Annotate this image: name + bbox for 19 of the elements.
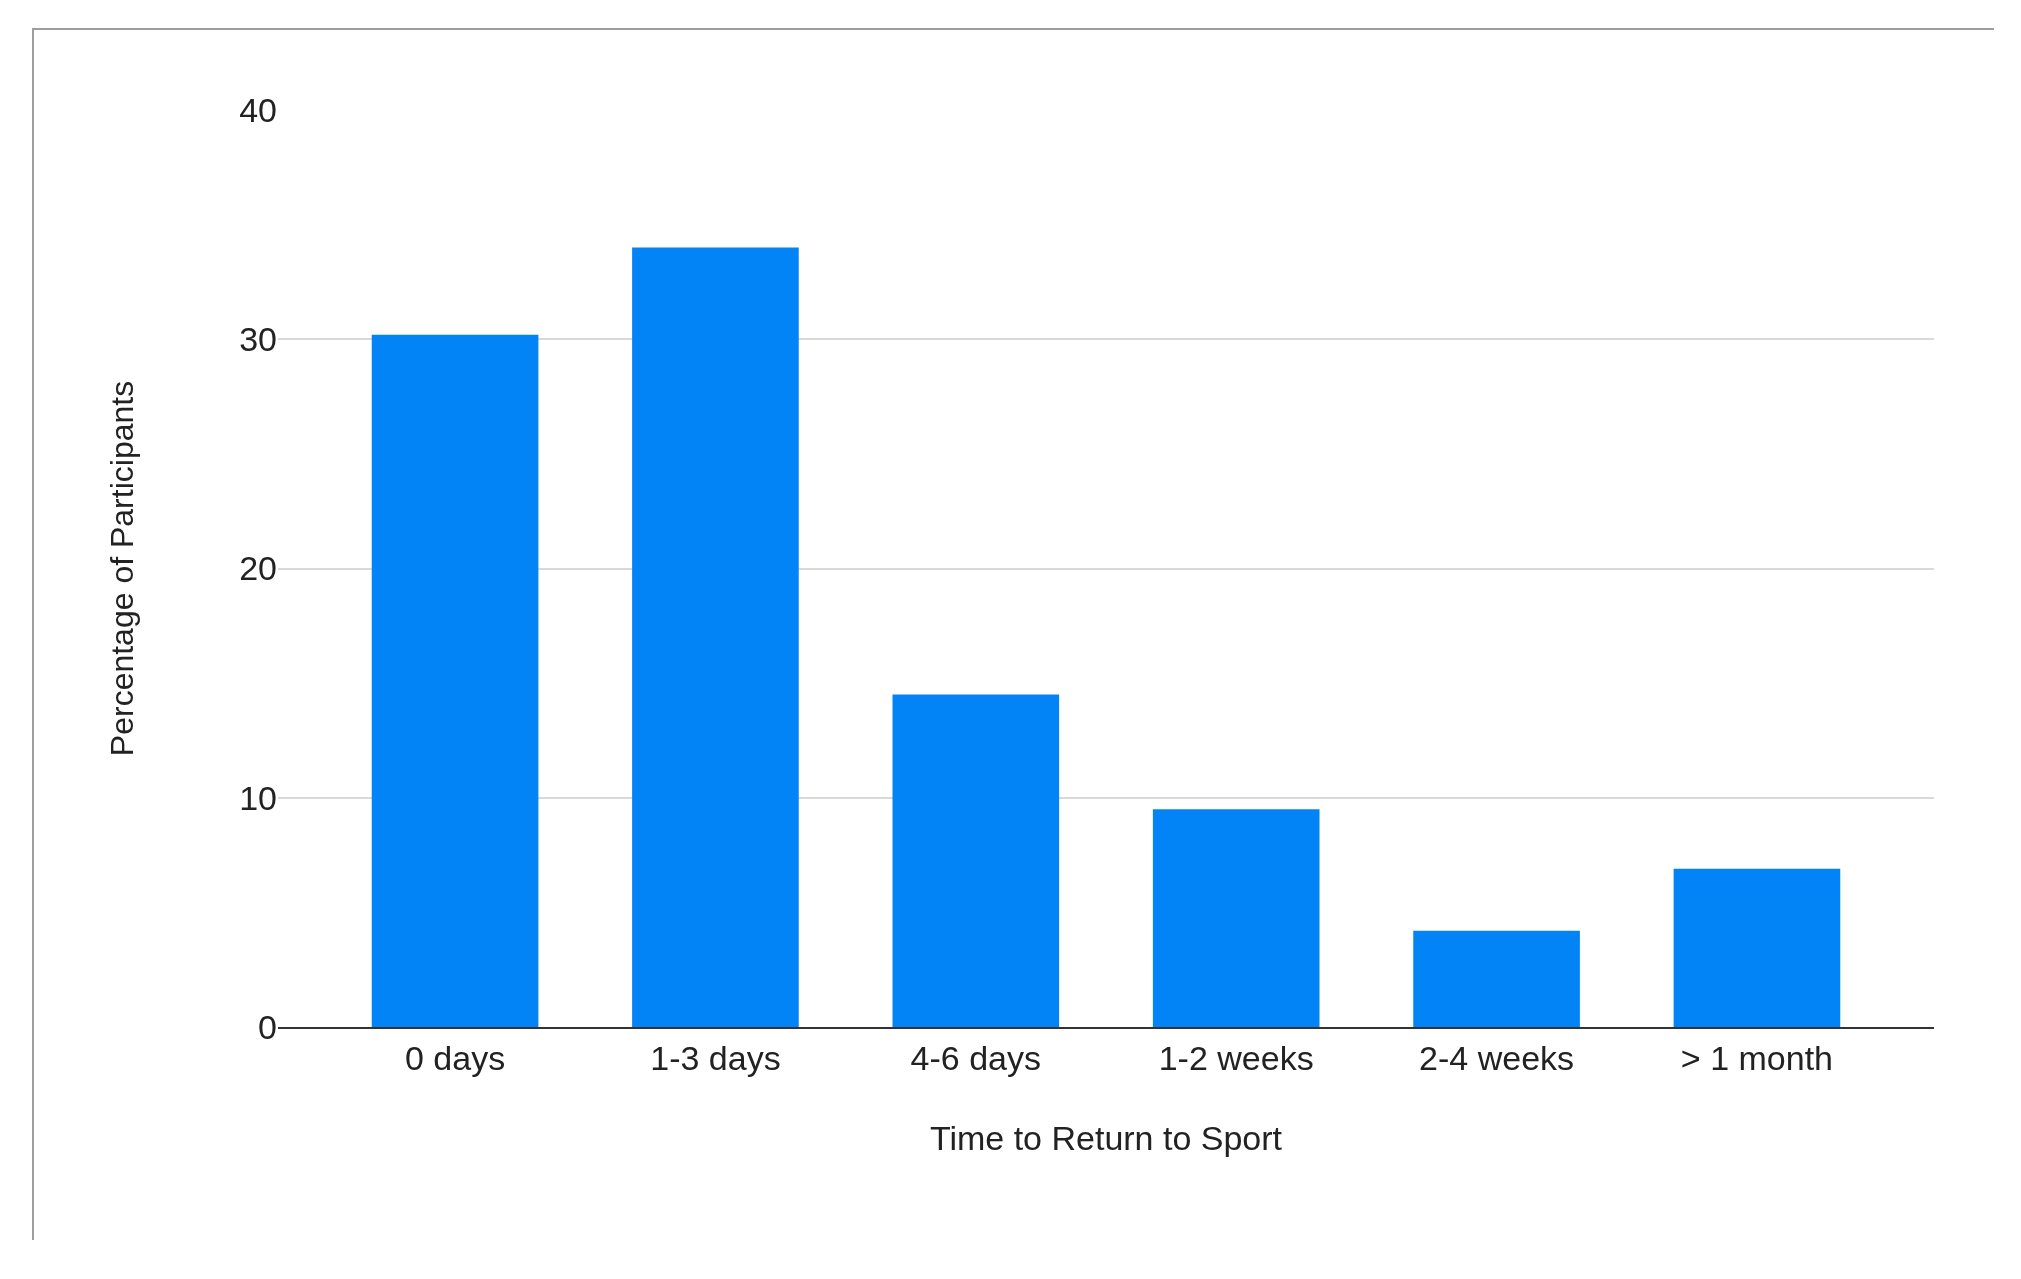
y-tick-label: 40 <box>239 90 277 129</box>
bar <box>632 247 799 1027</box>
y-tick-label: 0 <box>258 1007 277 1046</box>
y-tick-label: 30 <box>239 320 277 359</box>
x-tick-label: 1-2 weeks <box>1158 1038 1314 1077</box>
x-tick-label: 2-4 weeks <box>1419 1038 1575 1077</box>
y-tick-label: 20 <box>239 549 277 588</box>
bar <box>371 334 539 1027</box>
x-tick-label: 1-3 days <box>650 1038 781 1077</box>
y-tick-label: 10 <box>239 778 277 817</box>
x-axis-title: Time to Return to Sport <box>929 1118 1283 1157</box>
bar <box>892 694 1060 1027</box>
y-axis-title: Percentage of Participants <box>104 380 141 757</box>
x-tick-label: > 1 month <box>1680 1038 1834 1077</box>
bar <box>1413 930 1580 1027</box>
x-tick-label: 4-6 days <box>910 1038 1042 1077</box>
x-tick-label: 0 days <box>404 1038 506 1077</box>
bar <box>1152 809 1320 1027</box>
bar <box>1673 868 1841 1027</box>
